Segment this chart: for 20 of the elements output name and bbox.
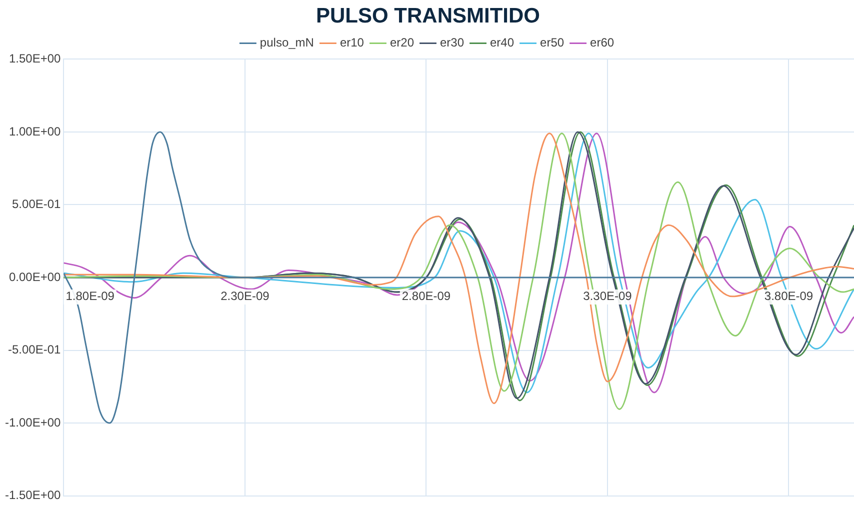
y-tick-label: 5.00E-01 <box>12 197 62 212</box>
chart-title: PULSO TRANSMITIDO <box>316 4 540 28</box>
x-tick-label: 3.30E-09 <box>583 288 632 303</box>
y-tick-label: 1.00E+00 <box>8 124 62 138</box>
y-tick-label: -1.00E+00 <box>4 415 62 430</box>
legend-label: er50 <box>540 36 564 50</box>
x-tick-label: 1.80E-09 <box>66 288 115 303</box>
y-tick-label: -5.00E-01 <box>8 342 62 357</box>
y-tick-label: -1.50E+00 <box>4 488 62 502</box>
x-tick-label: 2.80E-09 <box>402 288 451 303</box>
y-tick-label: 1.50E+00 <box>8 52 62 66</box>
legend-label: er10 <box>340 36 364 50</box>
y-tick-label: 0.00E+00 <box>8 270 62 284</box>
legend-label: er60 <box>590 36 614 50</box>
legend-label: er30 <box>440 36 464 50</box>
x-tick-label: 3.80E-09 <box>764 288 814 303</box>
x-tick-label: 2.30E-09 <box>220 288 270 303</box>
legend-label: er40 <box>490 36 514 50</box>
legend-label: er20 <box>390 36 414 50</box>
legend-label: pulso_mN <box>260 36 314 50</box>
